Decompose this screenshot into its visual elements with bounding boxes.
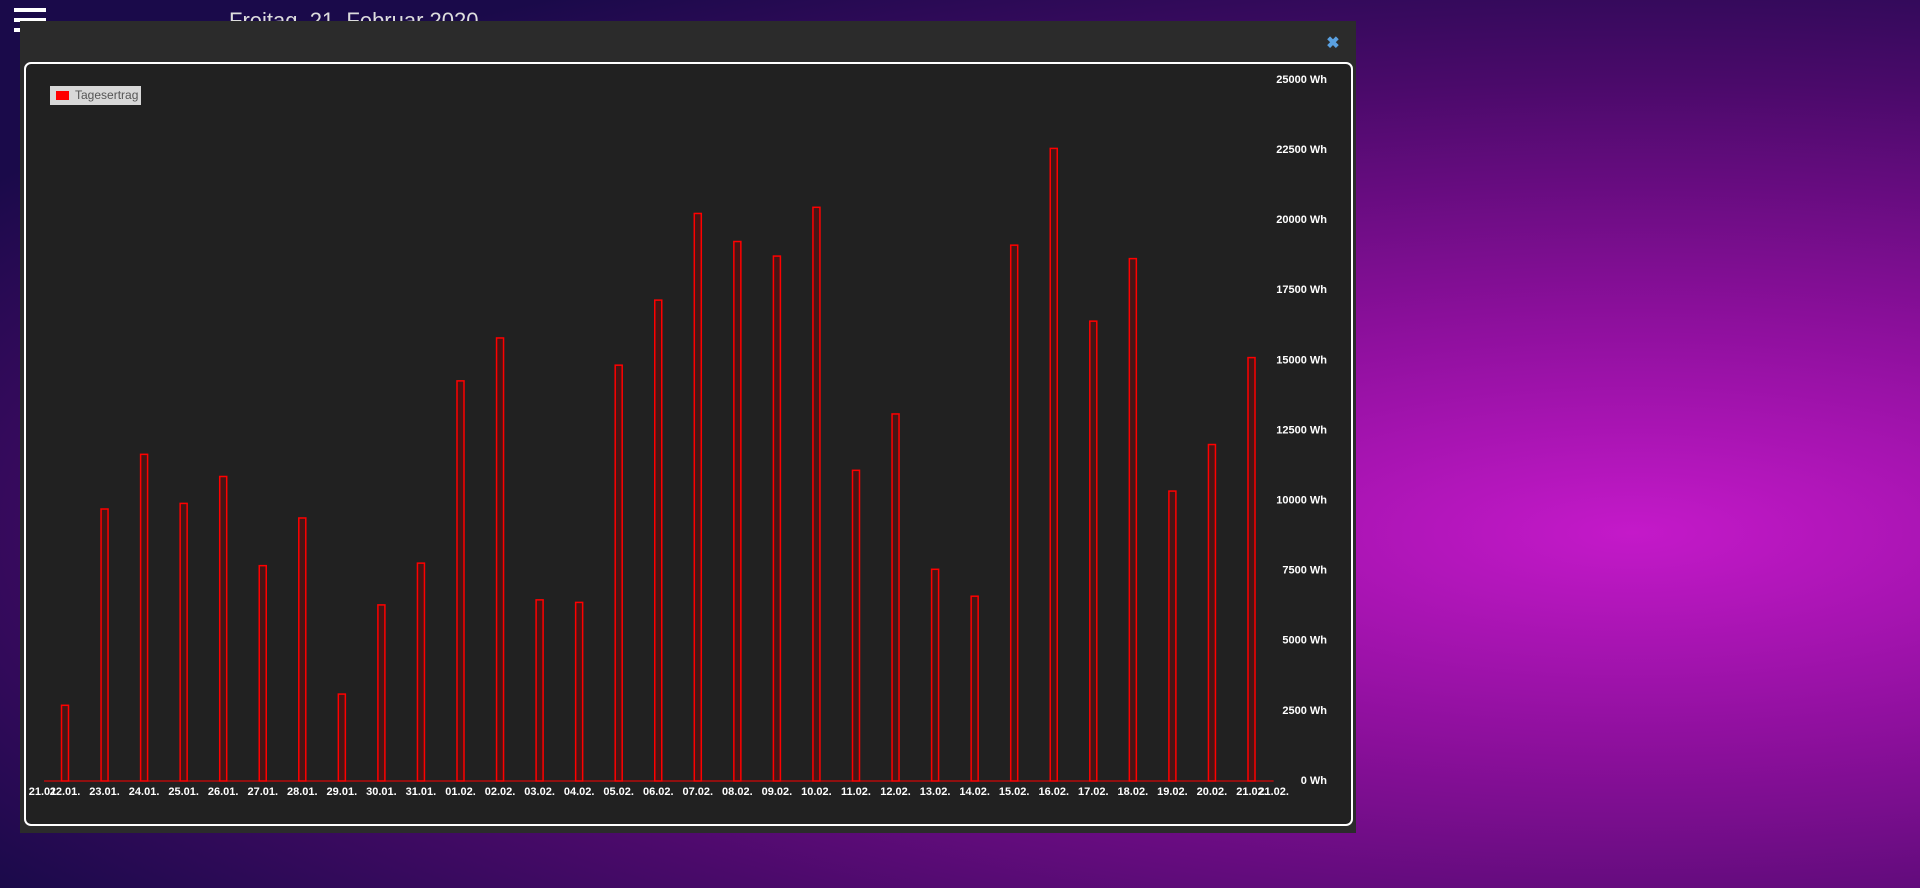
bar bbox=[377, 604, 386, 782]
bar bbox=[100, 508, 109, 782]
x-tick-label: 07.02. bbox=[683, 786, 714, 798]
bar bbox=[1128, 257, 1138, 782]
x-tick-label: 28.01. bbox=[287, 786, 318, 798]
bar bbox=[812, 206, 821, 782]
chart-frame bbox=[24, 62, 1353, 826]
x-tick-label: 21.02. bbox=[1236, 786, 1267, 798]
bar bbox=[416, 562, 426, 782]
x-tick-label: 24.01. bbox=[129, 786, 160, 798]
x-tick-label: 17.02. bbox=[1078, 786, 1109, 798]
x-tick-label: 23.01. bbox=[89, 786, 120, 798]
x-tick-label: 16.02. bbox=[1038, 786, 1069, 798]
y-tick-label: 17500 Wh bbox=[1276, 284, 1327, 296]
bar bbox=[930, 568, 940, 782]
bar bbox=[337, 693, 347, 782]
legend-box bbox=[50, 86, 141, 105]
x-tick-label: 02.02. bbox=[485, 786, 516, 798]
x-tick-label: 22.01. bbox=[50, 786, 81, 798]
y-tick-label: 10000 Wh bbox=[1276, 495, 1327, 507]
legend: Tagesertrag bbox=[50, 86, 141, 105]
x-tick-label: 30.01. bbox=[366, 786, 397, 798]
bar bbox=[891, 413, 900, 782]
bar bbox=[298, 517, 307, 782]
x-tick-label: 11.02. bbox=[841, 786, 871, 798]
y-tick-label: 15000 Wh bbox=[1276, 354, 1327, 366]
x-tick-label: 08.02. bbox=[722, 786, 753, 798]
x-tick-label: 14.02. bbox=[959, 786, 990, 798]
y-tick-label: 2500 Wh bbox=[1282, 705, 1327, 717]
legend-swatch bbox=[56, 91, 69, 100]
bar bbox=[139, 453, 149, 782]
bar bbox=[1049, 147, 1058, 782]
y-tick-label: 7500 Wh bbox=[1282, 565, 1327, 577]
menu-bar bbox=[14, 8, 46, 12]
x-tick-label: 26.01. bbox=[208, 786, 239, 798]
close-button[interactable]: ✖ bbox=[1326, 35, 1339, 52]
bar bbox=[1207, 443, 1217, 782]
x-tick-label: 29.01. bbox=[327, 786, 358, 798]
bar bbox=[1247, 356, 1256, 782]
x-tick-label: 03.02. bbox=[524, 786, 555, 798]
x-tick-label: 05.02. bbox=[603, 786, 634, 798]
x-tick-label: 12.02. bbox=[880, 786, 911, 798]
bar bbox=[258, 564, 267, 782]
bar bbox=[851, 469, 861, 782]
x-tick-label: 18.02. bbox=[1118, 786, 1149, 798]
bar bbox=[218, 475, 228, 782]
chart: 0 Wh 2500 Wh 5000 Wh 7500 Wh 10000 Wh 12500 W… bbox=[29, 74, 1328, 798]
bar bbox=[970, 595, 979, 782]
y-tick-label: 25000 Wh bbox=[1276, 74, 1327, 86]
x-tick-label: 20.02. bbox=[1197, 786, 1228, 798]
x-tick-label: 31.01. bbox=[406, 786, 437, 798]
x-tick-label: 13.02. bbox=[920, 786, 951, 798]
x-tick-label: 10.02. bbox=[801, 786, 832, 798]
bar bbox=[654, 299, 663, 782]
x-tick-label: 09.02. bbox=[762, 786, 793, 798]
x-tick-label: 25.01. bbox=[168, 786, 199, 798]
menu-bar bbox=[14, 18, 46, 22]
bar bbox=[179, 502, 188, 782]
x-tick-label: 04.02. bbox=[564, 786, 595, 798]
bar bbox=[60, 704, 70, 782]
bar bbox=[535, 599, 544, 782]
y-tick-label: 12500 Wh bbox=[1276, 424, 1327, 436]
x-tick-label: 27.01. bbox=[247, 786, 278, 798]
legend-label: Tagesertrag bbox=[75, 88, 138, 102]
x-tick-label: 06.02. bbox=[643, 786, 674, 798]
x-tick-label: 21.02. bbox=[1258, 786, 1289, 798]
x-tick-label: 21.01. bbox=[29, 786, 60, 798]
bar bbox=[1009, 244, 1019, 782]
bar bbox=[495, 337, 505, 782]
bar bbox=[733, 240, 742, 782]
y-tick-label: 5000 Wh bbox=[1282, 635, 1327, 647]
y-tick-label: 20000 Wh bbox=[1276, 214, 1327, 226]
bar bbox=[693, 212, 703, 782]
x-tick-label: 15.02. bbox=[999, 786, 1030, 798]
bar bbox=[1089, 320, 1098, 782]
y-tick-label: 0 Wh bbox=[1301, 775, 1328, 787]
x-tick-label: 01.02. bbox=[445, 786, 476, 798]
bar bbox=[614, 364, 623, 782]
bar bbox=[772, 255, 782, 782]
bar bbox=[456, 380, 465, 782]
y-tick-label: 22500 Wh bbox=[1276, 144, 1327, 156]
x-tick-label: 19.02. bbox=[1157, 786, 1188, 798]
bar bbox=[574, 601, 584, 782]
bar bbox=[1168, 490, 1177, 782]
